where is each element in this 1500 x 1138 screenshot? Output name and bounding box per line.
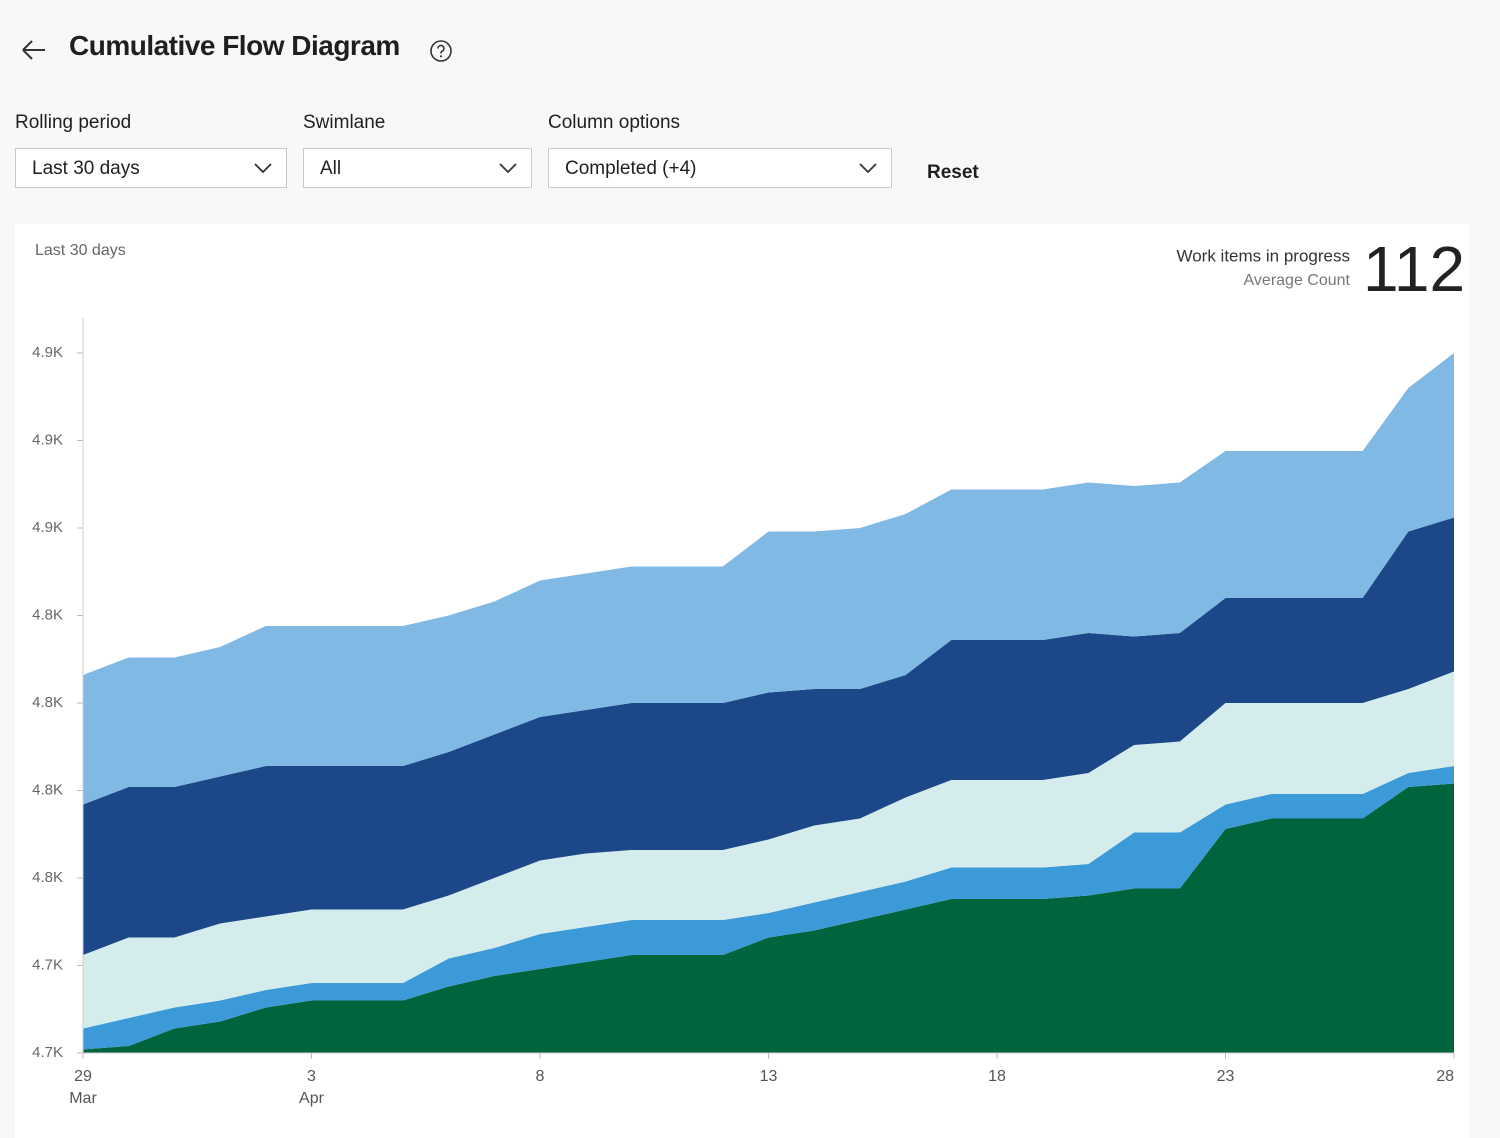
y-tick-label: 4.7K [32,1044,63,1061]
dropdown[interactable]: All [303,148,532,188]
kpi-value: 112 [1363,233,1465,305]
y-tick-label: 4.9K [32,344,63,361]
help-icon[interactable] [429,39,453,63]
kpi-sublabel: Average Count [1244,272,1351,289]
chevron [859,163,877,174]
area [83,766,1454,1050]
x-tick-label: 3 [307,1068,316,1085]
area [83,671,1454,1029]
area [83,517,1454,955]
page-title: Cumulative Flow Diagram [69,30,400,61]
dropdown-value: All [320,158,342,179]
y-tick-label: 4.9K [32,519,63,536]
control-label: Swimlane [303,112,386,133]
y-tick-label: 4.7K [32,956,63,973]
x-tick-label: 29 [74,1068,92,1085]
y-tick-label: 4.8K [32,869,63,886]
back-button[interactable] [20,37,48,63]
chart-subtitle: Last 30 days [35,242,126,259]
x-tick-label: 28 [1436,1068,1454,1085]
x-tick-label: 8 [536,1068,545,1085]
control-label: Column options [548,112,681,133]
area [83,783,1454,1053]
reset-button[interactable]: Reset [927,162,979,183]
y-tick-label: 4.8K [32,606,63,623]
chevron [254,163,272,174]
kpi-label: Work items in progress [1176,246,1350,265]
dropdown[interactable]: Last 30 days [15,148,287,188]
control-label: Rolling period [15,112,132,133]
chevron [499,163,517,174]
dropdown[interactable]: Completed (+4) [548,148,892,188]
x-tick-sublabel: Mar [69,1090,97,1107]
dropdown-value: Completed (+4) [565,158,697,179]
x-tick-label: 23 [1217,1068,1235,1085]
y-tick-label: 4.8K [32,781,63,798]
y-tick-label: 4.9K [32,431,63,448]
dropdown-value: Last 30 days [32,158,140,179]
x-tick-sublabel: Apr [299,1090,325,1107]
x-tick-label: 18 [988,1068,1006,1085]
x-tick-label: 13 [760,1068,778,1085]
y-tick-label: 4.8K [32,694,63,711]
area [83,353,1454,805]
